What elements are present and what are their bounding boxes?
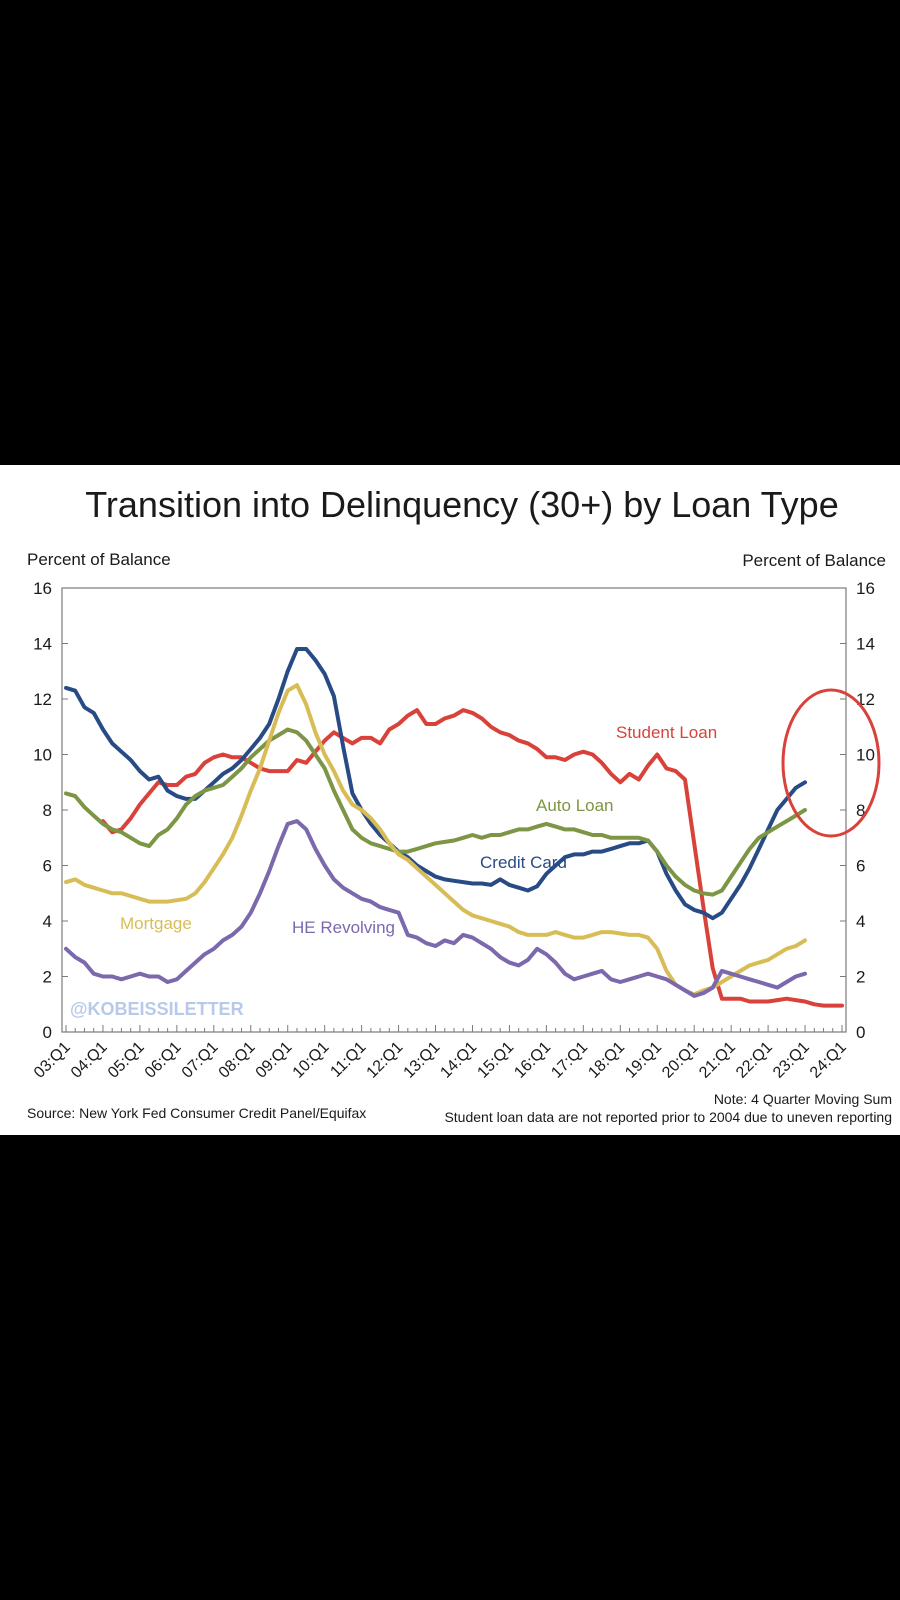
label-student-loan: Student Loan: [616, 723, 717, 742]
label-credit-card: Credit Card: [480, 853, 567, 872]
note-moving-sum: Note: 4 Quarter Moving Sum: [714, 1091, 892, 1107]
x-tick-label: 14:Q1: [437, 1039, 480, 1082]
series-line-credit-card: [64, 647, 807, 921]
note-student-loan: Student loan data are not reported prior…: [444, 1109, 892, 1125]
y-tick-label-right: 2: [856, 968, 865, 987]
y-tick-label-left: 2: [43, 968, 52, 987]
x-tick-label: 17:Q1: [548, 1039, 591, 1082]
label-he-revolving: HE Revolving: [292, 918, 395, 937]
series-labels: Student Loan Auto Loan Credit Card Mortg…: [120, 723, 717, 937]
x-tick-label: 09:Q1: [253, 1039, 296, 1082]
x-tick-label: 07:Q1: [179, 1039, 222, 1082]
y-tick-label-left: 6: [43, 857, 52, 876]
series-line-auto-loan: [64, 727, 807, 897]
x-tick-label: 20:Q1: [659, 1039, 702, 1082]
y-tick-label-left: 4: [43, 912, 52, 931]
chart-card: Transition into Delinquency (30+) by Loa…: [0, 465, 900, 1135]
y-axis-title-right: Percent of Balance: [742, 551, 886, 570]
series-lines: [64, 647, 844, 1008]
y-tick-label-right: 6: [856, 857, 865, 876]
label-mortgage: Mortgage: [120, 914, 192, 933]
x-tick-label: 03:Q1: [31, 1039, 74, 1082]
y-axis-title-left: Percent of Balance: [27, 550, 171, 569]
y-tick-label-right: 16: [856, 579, 875, 598]
watermark: @KOBEISSILETTER: [70, 999, 244, 1019]
x-tick-label: 05:Q1: [105, 1039, 148, 1082]
x-tick-label: 08:Q1: [216, 1039, 259, 1082]
y-tick-label-left: 14: [33, 635, 52, 654]
y-tick-label-right: 4: [856, 912, 865, 931]
y-tick-label-left: 10: [33, 746, 52, 765]
series-line-he-revolving: [64, 819, 807, 998]
y-tick-label-left: 16: [33, 579, 52, 598]
x-tick-label: 18:Q1: [585, 1039, 628, 1082]
y-tick-label-right: 12: [856, 690, 875, 709]
x-tick-label: 22:Q1: [733, 1039, 776, 1082]
y-tick-label-right: 14: [856, 635, 875, 654]
x-tick-label: 11:Q1: [327, 1039, 369, 1081]
x-tick-label: 10:Q1: [290, 1039, 333, 1082]
highlight-circle: [781, 688, 881, 838]
x-tick-label: 12:Q1: [364, 1039, 407, 1082]
x-tick-label: 21:Q1: [696, 1039, 739, 1082]
y-tick-label-left: 8: [43, 801, 52, 820]
y-tick-label-right: 8: [856, 801, 865, 820]
label-auto-loan: Auto Loan: [536, 796, 614, 815]
y-tick-label-right: 10: [856, 746, 875, 765]
x-tick-label: 15:Q1: [474, 1039, 517, 1082]
x-tick-label: 06:Q1: [142, 1039, 185, 1082]
source-note: Source: New York Fed Consumer Credit Pan…: [27, 1105, 366, 1121]
y-tick-label-left: 0: [43, 1023, 52, 1042]
x-tick-label: 23:Q1: [770, 1039, 813, 1082]
x-tick-label: 13:Q1: [401, 1039, 444, 1082]
y-tick-label-right: 0: [856, 1023, 865, 1042]
x-tick-label: 19:Q1: [622, 1039, 665, 1082]
chart-svg: Transition into Delinquency (30+) by Loa…: [27, 484, 892, 1125]
plot-area-frame: [61, 587, 847, 1033]
x-tick-label: 24:Q1: [807, 1039, 850, 1082]
x-axis: 03:Q104:Q105:Q106:Q107:Q108:Q109:Q110:Q1…: [31, 1025, 850, 1082]
series-line-student-loan: [101, 708, 844, 1008]
chart-title: Transition into Delinquency (30+) by Loa…: [85, 484, 838, 525]
x-tick-label: 16:Q1: [511, 1039, 554, 1082]
y-tick-label-left: 12: [33, 690, 52, 709]
x-tick-label: 04:Q1: [68, 1039, 111, 1082]
y-ticks: 0 0 2 2 4 4 6 6 8 8 10 10 12 12 14 14 16 16: [33, 579, 875, 1042]
